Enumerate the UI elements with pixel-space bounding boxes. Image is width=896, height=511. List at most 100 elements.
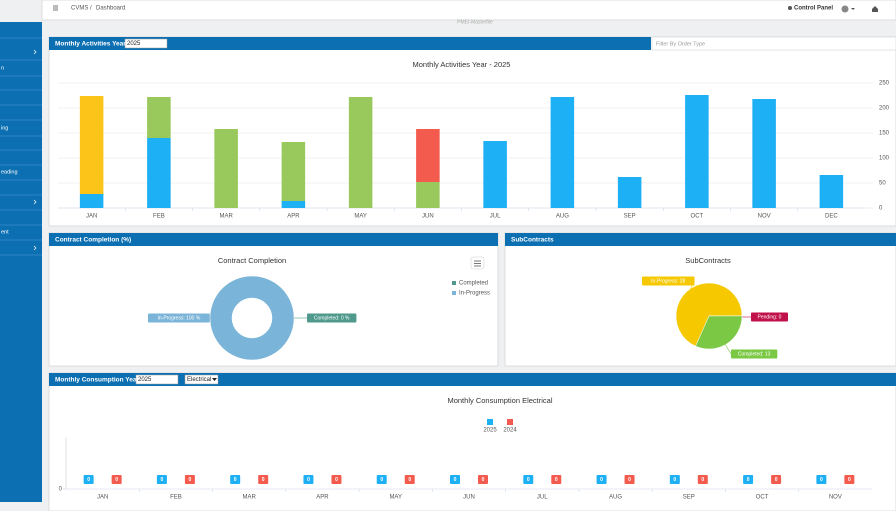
filter-placeholder: Filter By Order Type — [656, 41, 705, 47]
home-icon[interactable] — [872, 6, 878, 12]
sidebar — [0, 22, 42, 502]
data-label: 0 — [600, 477, 603, 483]
data-label-box — [771, 475, 782, 484]
gear-icon — [788, 6, 792, 10]
bar — [147, 97, 171, 138]
label-box — [731, 349, 778, 359]
data-label-box — [523, 475, 534, 484]
data-label: 0 — [775, 477, 778, 483]
bar — [214, 129, 238, 208]
chart-title: SubContracts — [685, 256, 731, 265]
data-label-box — [258, 475, 269, 484]
x-tick-label: JAN — [86, 214, 97, 220]
legend-swatch[interactable] — [452, 291, 456, 295]
x-tick-label: DEC — [825, 214, 838, 220]
x-tick-label: AUG — [556, 214, 569, 220]
x-tick-label: NOV — [829, 495, 842, 501]
slice-label: Pending: 0 — [758, 314, 782, 320]
y-tick-label: 250 — [879, 81, 890, 87]
bar — [79, 194, 104, 208]
utility-select[interactable] — [184, 374, 219, 385]
data-label: 0 — [161, 477, 164, 483]
data-label: 0 — [527, 477, 530, 483]
chevron — [33, 49, 37, 55]
legend-swatch[interactable] — [452, 281, 456, 285]
bar — [147, 138, 171, 208]
legend-swatch[interactable] — [507, 419, 513, 425]
control-panel[interactable]: Control Panel — [794, 6, 833, 12]
slice-label: Completed: 13 — [738, 351, 771, 357]
chevron — [33, 199, 37, 205]
data-label: 0 — [189, 477, 192, 483]
filter-input[interactable] — [651, 36, 896, 51]
export-menu[interactable] — [470, 256, 485, 270]
y-tick-label: 150 — [879, 131, 890, 137]
label-box — [148, 313, 210, 323]
data-label: 0 — [454, 477, 457, 483]
x-tick-label: OCT — [691, 214, 704, 220]
data-label-box — [230, 475, 241, 484]
data-label-box — [331, 475, 342, 484]
x-tick-label: APR — [287, 214, 300, 220]
data-label-box — [83, 475, 94, 484]
sidebar-item[interactable]: eading — [1, 169, 18, 175]
x-tick-label: FEB — [153, 214, 165, 220]
x-tick-label: SEP — [624, 214, 636, 220]
legend-swatch[interactable] — [487, 419, 493, 425]
data-label-box — [111, 475, 122, 484]
data-label: 0 — [628, 477, 631, 483]
data-label: 0 — [482, 477, 485, 483]
x-tick-label: NOV — [758, 214, 771, 220]
legend-label[interactable]: 2025 — [483, 428, 497, 434]
panel-title: Contract Completion (%) — [55, 237, 131, 244]
app-link[interactable]: CVMS — [71, 6, 88, 12]
year-input[interactable] — [135, 374, 179, 385]
legend-label[interactable]: In-Progress — [459, 291, 490, 297]
legend-label[interactable]: 2024 — [503, 428, 517, 434]
x-tick-label: JUL — [490, 214, 501, 220]
panel — [48, 372, 896, 511]
year-input-text: 2025 — [138, 377, 152, 383]
x-tick-label: SEP — [683, 495, 695, 501]
avatar[interactable] — [841, 5, 849, 13]
slice[interactable] — [695, 315, 743, 350]
y-tick-label: 0 — [59, 487, 63, 493]
bar — [281, 201, 306, 208]
y-tick-label: 50 — [879, 181, 886, 187]
year-input[interactable] — [124, 38, 168, 49]
data-label: 0 — [87, 477, 90, 483]
bar — [685, 95, 709, 208]
chart-title: Monthly Consumption Electrical — [447, 396, 552, 405]
bar — [617, 177, 642, 208]
slice-label: Completed: 0 % — [314, 315, 350, 321]
bar — [550, 97, 575, 208]
bar — [348, 97, 373, 208]
x-tick-label: JUN — [463, 495, 475, 501]
slice[interactable] — [209, 275, 295, 361]
data-label: 0 — [408, 477, 411, 483]
x-tick-label: MAY — [354, 214, 367, 220]
data-label: 0 — [701, 477, 704, 483]
x-tick-label: JUL — [537, 495, 548, 501]
data-label-box — [697, 475, 708, 484]
sidebar-item[interactable]: n — [1, 65, 4, 71]
data-label-box — [478, 475, 488, 484]
breadcrumb-page: Dashboard — [96, 6, 125, 12]
x-tick-label: AUG — [609, 495, 622, 501]
data-label: 0 — [307, 477, 310, 483]
x-tick-label: JUN — [422, 214, 434, 220]
x-tick-label: MAR — [243, 495, 257, 501]
x-tick-label: APR — [316, 495, 329, 501]
sidebar-item[interactable]: ent — [1, 229, 9, 235]
bar — [819, 175, 844, 208]
data-label-box — [551, 475, 562, 484]
legend-label[interactable]: Completed — [459, 281, 488, 287]
select-caret — [212, 378, 217, 381]
data-label: 0 — [555, 477, 558, 483]
menu-icon[interactable] — [53, 5, 58, 11]
panel-title: SubContracts — [511, 237, 554, 244]
y-tick-label: 100 — [879, 156, 890, 162]
data-label: 0 — [848, 477, 851, 483]
sidebar-item[interactable]: ing — [1, 125, 8, 131]
